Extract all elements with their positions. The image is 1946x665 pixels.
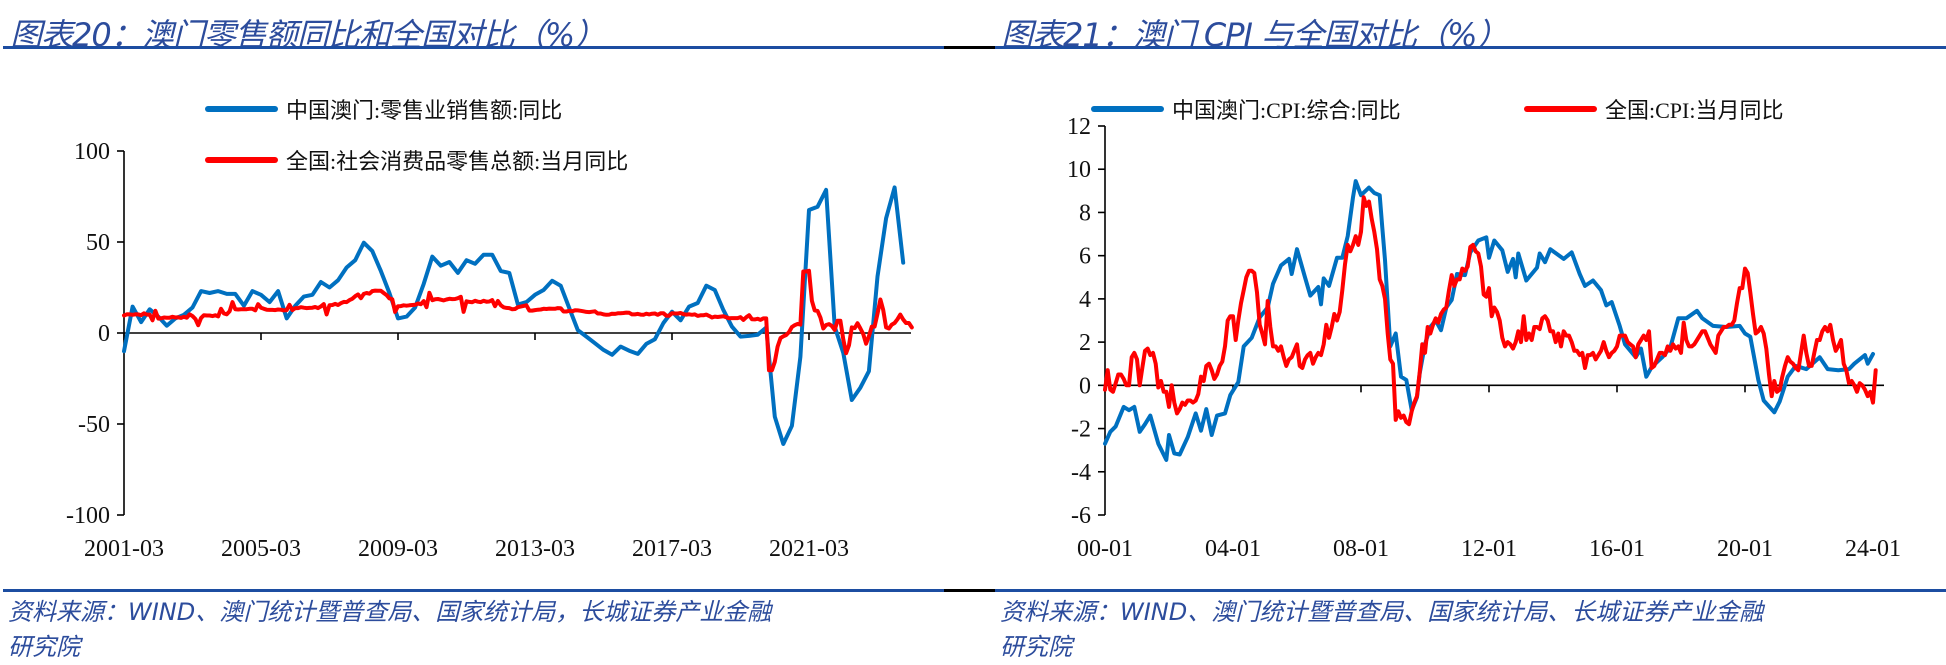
x-tick-label: 04-01	[1205, 536, 1261, 562]
y-tick-label: -100	[66, 503, 110, 529]
right-source-line2: 研究院	[1000, 633, 1072, 661]
left-title-rule-end	[944, 46, 973, 49]
y-tick-label: 8	[1079, 200, 1091, 226]
legend-swatch-red	[1524, 106, 1597, 112]
left-source-line2: 研究院	[8, 633, 80, 661]
y-tick-label: 100	[74, 139, 110, 165]
x-tick-label: 2009-03	[358, 536, 438, 562]
y-tick-label: 4	[1079, 287, 1091, 313]
chart-1: 12 10 8 6 4 2 0 -2 -4 -6 00-01 04-01 08-01 12-01 16-01…	[1067, 114, 1901, 562]
right-title-rule	[995, 46, 1946, 49]
x-tick-label: 00-01	[1077, 536, 1133, 562]
chart-0: 100 50 0 -50 -100 2001-03 2005-03 2009-03 2013-0…	[66, 139, 914, 562]
x-tick-label: 2017-03	[632, 536, 712, 562]
legend-swatch-red	[205, 157, 278, 163]
left-source-line1: 资料来源：WIND、澳门统计暨普查局、国家统计局，长城证券产业金融	[8, 598, 772, 626]
y-tick-label: 10	[1067, 157, 1091, 183]
legend-item-macau-retail: 中国澳门:零售业销售额:同比	[205, 93, 562, 125]
left-source-rule	[3, 589, 944, 592]
y-tick-label: -4	[1071, 460, 1091, 486]
x-tick-label: 08-01	[1333, 536, 1389, 562]
right-source-rule-start	[973, 589, 995, 592]
legend-label: 全国:CPI:当月同比	[1605, 98, 1784, 123]
y-tick-label: -2	[1071, 417, 1091, 443]
x-tick-label: 2021-03	[769, 536, 849, 562]
series-line-national	[122, 268, 914, 373]
legend-item-macau-cpi: 中国澳门:CPI:综合:同比	[1091, 93, 1401, 125]
y-tick-label: 0	[1079, 373, 1091, 399]
legend-label: 全国:社会消费品零售总额:当月同比	[286, 149, 629, 174]
legend-item-national-cpi: 全国:CPI:当月同比	[1524, 93, 1783, 125]
series-line-macau	[1103, 179, 1875, 462]
legend-label: 中国澳门:零售业销售额:同比	[286, 98, 563, 123]
left-title-rule	[3, 46, 944, 49]
x-tick-label: 2005-03	[221, 536, 301, 562]
x-tick-label: 24-01	[1845, 536, 1901, 562]
y-tick-label: 6	[1079, 244, 1091, 270]
x-tick-label: 2001-03	[84, 536, 164, 562]
legend-item-national-retail: 全国:社会消费品零售总额:当月同比	[205, 144, 628, 176]
legend-swatch-blue	[1091, 106, 1164, 112]
left-source-rule-end	[944, 589, 973, 592]
series-line-macau	[122, 185, 906, 446]
y-tick-label: 0	[98, 321, 110, 347]
y-tick-label: 12	[1067, 114, 1091, 140]
y-tick-label: -6	[1071, 503, 1091, 529]
x-tick-label: 16-01	[1589, 536, 1645, 562]
y-tick-label: -50	[78, 412, 110, 438]
legend-label: 中国澳门:CPI:综合:同比	[1172, 98, 1401, 123]
right-source-line1: 资料来源：WIND、澳门统计暨普查局、国家统计局、长城证券产业金融	[1000, 598, 1764, 626]
x-tick-label: 12-01	[1461, 536, 1517, 562]
right-source-rule	[995, 589, 1946, 592]
x-tick-label: 2013-03	[495, 536, 575, 562]
series-line-national	[1103, 195, 1878, 427]
y-tick-label: 2	[1079, 330, 1091, 356]
x-tick-label: 20-01	[1717, 536, 1773, 562]
y-tick-label: 50	[86, 230, 110, 256]
right-title-rule-start	[973, 46, 995, 49]
legend-swatch-blue	[205, 106, 278, 112]
